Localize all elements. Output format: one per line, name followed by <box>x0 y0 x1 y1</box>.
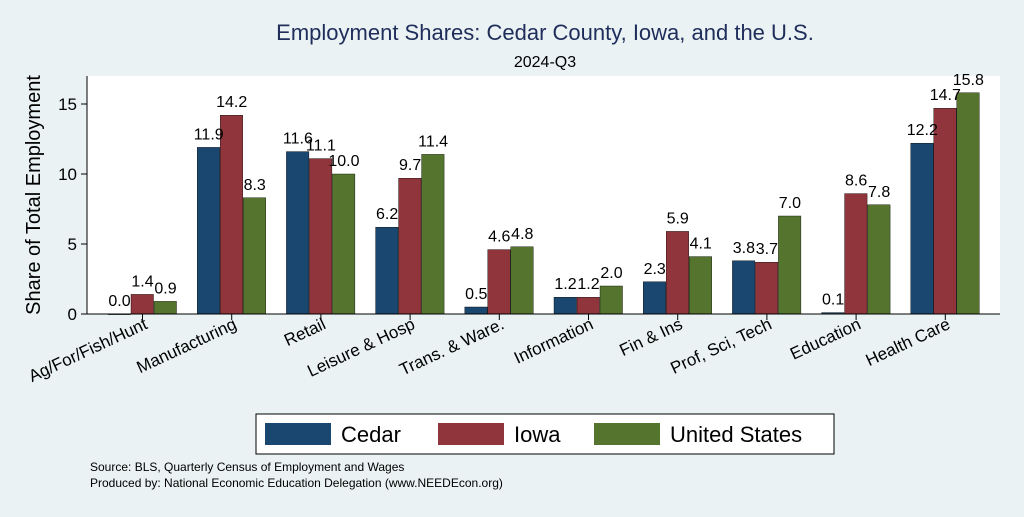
bar-value-label: 1.4 <box>131 273 153 290</box>
bar-value-label: 0.5 <box>465 286 487 303</box>
bar-iowa <box>398 177 422 315</box>
legend-label: Iowa <box>514 422 561 447</box>
x-tick-label: Retail <box>281 314 328 350</box>
x-tick-label: Ag/For/Fish/Hunt <box>26 314 151 386</box>
bar-cedar <box>732 260 756 315</box>
bar-united-states <box>599 285 623 315</box>
bar-iowa <box>219 114 243 315</box>
bar-value-label: 8.3 <box>244 177 266 194</box>
bar-value-label: 2.3 <box>644 261 666 278</box>
legend-swatch-iowa <box>438 423 504 445</box>
bar-value-label: 7.0 <box>779 195 801 212</box>
bar-iowa <box>666 231 689 315</box>
source-note: Source: BLS, Quarterly Census of Employm… <box>90 460 404 474</box>
bar-iowa <box>130 294 154 315</box>
y-tick-label: 0 <box>68 305 77 324</box>
bar-value-label: 4.8 <box>511 226 533 243</box>
bar-united-states <box>242 197 266 315</box>
bar-value-label: 11.1 <box>306 138 336 155</box>
legend-label: United States <box>670 422 802 447</box>
chart-title: Employment Shares: Cedar County, Iowa, a… <box>276 20 814 45</box>
bar-value-label: 12.2 <box>907 122 938 139</box>
bar-value-label: 5.9 <box>667 210 689 227</box>
bar-value-label: 10.0 <box>328 153 359 170</box>
bar-value-label: 11.4 <box>418 133 448 150</box>
bar-value-label: 8.6 <box>845 173 867 190</box>
bar-value-label: 0.1 <box>822 292 844 309</box>
bar-labels-layer: 0.01.4 0.9 11.9 14.2 8.3 11.611.110.0 6.2 9.7 11… <box>108 72 984 310</box>
bar-value-label: 4.1 <box>690 236 712 253</box>
bar-united-states <box>421 154 445 315</box>
bar-value-label: 14.7 <box>930 87 961 104</box>
bar-value-label: 4.6 <box>488 229 510 246</box>
chart-subtitle: 2024-Q3 <box>514 54 576 71</box>
bar-united-states <box>510 246 534 315</box>
bar-cedar <box>375 226 399 315</box>
y-tick-label: 5 <box>68 235 77 254</box>
x-tick-label: Manufacturing <box>134 314 240 377</box>
bar-value-label: 15.8 <box>953 72 984 89</box>
bar-iowa <box>309 158 333 315</box>
bar-value-label: 0.9 <box>154 280 176 297</box>
x-tick-label: Education <box>787 314 864 363</box>
bar-cedar <box>553 297 577 315</box>
legend-label: Cedar <box>341 422 401 447</box>
bar-cedar <box>464 306 488 315</box>
bar-value-label: 1.2 <box>554 276 576 293</box>
bars-layer <box>107 92 980 315</box>
bar-value-label: 1.2 <box>577 276 599 293</box>
bar-cedar <box>286 151 310 315</box>
bar-united-states <box>153 301 177 315</box>
bar-value-label: 11.6 <box>283 131 313 148</box>
bar-united-states <box>332 173 356 315</box>
bar-value-label: 9.7 <box>399 157 421 174</box>
y-ticks-layer: 0 5 10 15 <box>58 95 87 324</box>
x-tick-label: Prof, Sci, Tech <box>668 314 775 377</box>
legend-frame <box>255 413 835 455</box>
bar-value-label: 2.0 <box>600 265 622 282</box>
produced-by-note: Produced by: National Economic Education… <box>90 476 503 490</box>
x-tick-label: Fin & Ins <box>617 314 686 360</box>
bar-value-label: 11.9 <box>194 126 224 143</box>
bar-iowa <box>844 193 868 315</box>
x-tick-label: Health Care <box>863 314 953 370</box>
bar-value-label: 0.0 <box>108 293 130 310</box>
bar-cedar <box>643 281 666 315</box>
bar-cedar <box>196 147 220 315</box>
bar-united-states <box>689 256 712 315</box>
bar-value-label: 3.8 <box>733 240 755 257</box>
bar-united-states <box>867 204 891 315</box>
legend: Cedar Iowa United States <box>255 413 835 455</box>
y-tick-label: 15 <box>58 95 77 114</box>
bar-iowa <box>576 297 600 315</box>
x-tick-label: Information <box>511 314 596 367</box>
legend-swatch-cedar <box>265 423 331 445</box>
y-axis-label: Share of Total Employment <box>23 75 45 315</box>
bar-value-label: 6.2 <box>376 206 398 223</box>
legend-swatch-united-states <box>594 423 660 445</box>
y-tick-label: 10 <box>58 165 77 184</box>
bar-value-label: 14.2 <box>216 94 247 111</box>
bar-iowa <box>487 249 511 315</box>
bar-value-label: 3.7 <box>756 241 778 258</box>
bar-united-states <box>956 92 980 315</box>
bar-value-label: 7.8 <box>868 184 890 201</box>
bar-cedar <box>910 142 934 315</box>
bar-iowa <box>755 262 779 315</box>
bar-united-states <box>778 215 802 315</box>
